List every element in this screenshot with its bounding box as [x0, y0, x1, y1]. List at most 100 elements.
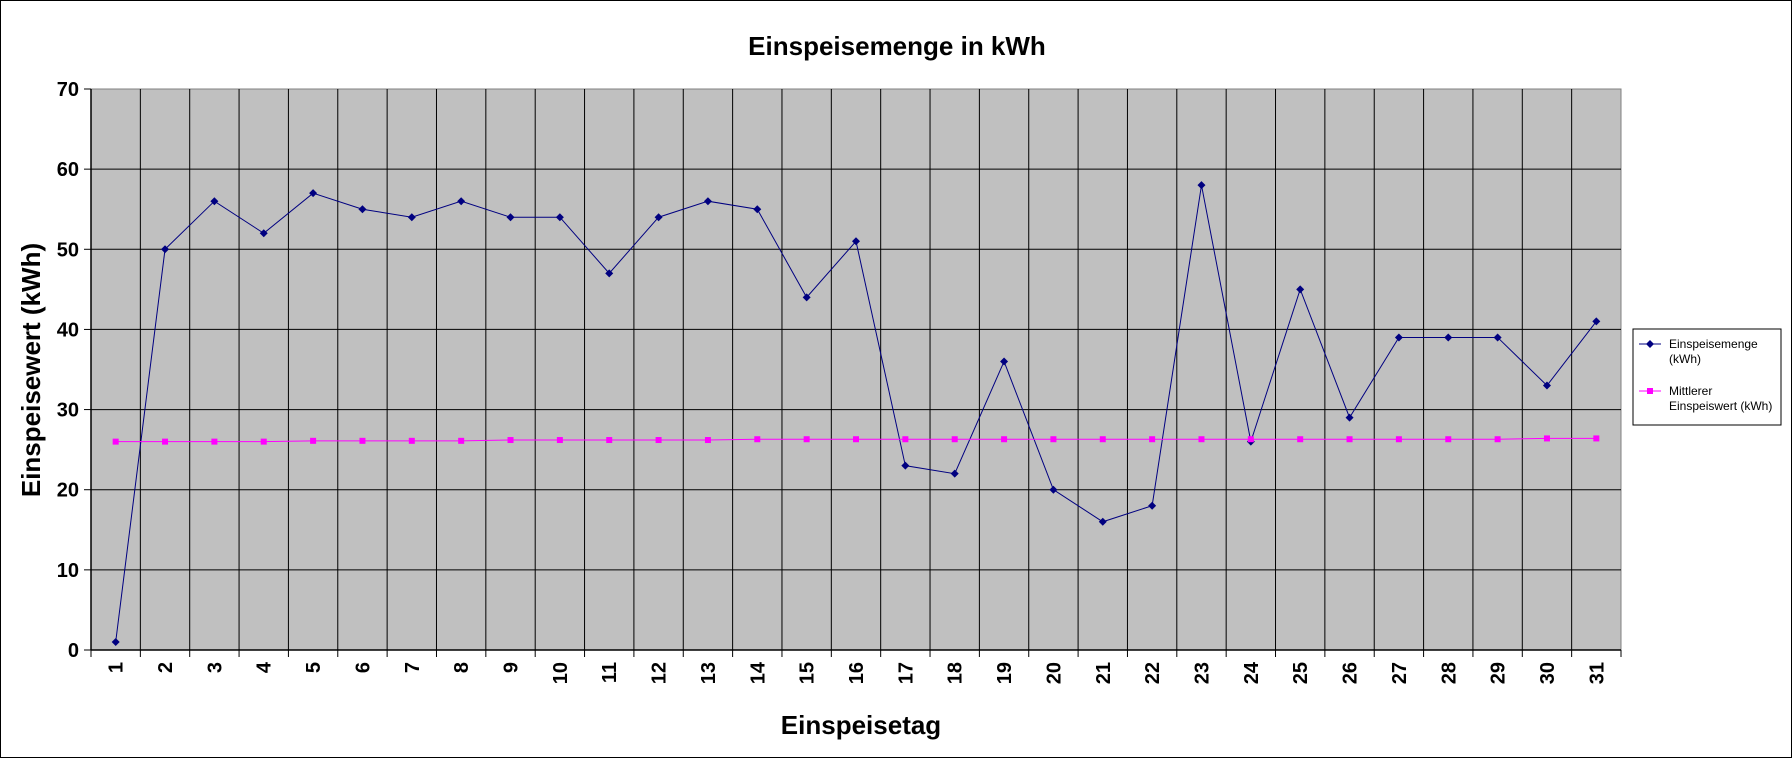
data-point	[1149, 436, 1156, 443]
x-tick-label: 5	[303, 662, 325, 673]
data-point	[1394, 333, 1403, 342]
data-point	[1198, 436, 1205, 443]
data-point	[162, 438, 169, 445]
data-point	[408, 437, 415, 444]
data-point	[556, 437, 563, 444]
x-tick-label: 15	[797, 662, 819, 684]
x-tick-label: 11	[599, 662, 621, 683]
legend-label-line: (kWh)	[1669, 352, 1701, 366]
data-point	[309, 189, 318, 198]
legend-label: Einspeisemenge (kWh)	[1669, 337, 1758, 366]
data-point	[210, 197, 219, 206]
series-1	[111, 181, 1601, 646]
data-point	[112, 438, 119, 445]
legend-marker	[1646, 340, 1654, 348]
data-point	[555, 213, 564, 222]
data-point	[111, 637, 120, 646]
data-point	[902, 436, 909, 443]
y-tick-label: 10	[57, 560, 79, 582]
x-tick-label: 31	[1586, 662, 1608, 684]
data-point	[703, 197, 712, 206]
legend-label-line: Einspeisemenge	[1669, 337, 1758, 351]
chart-title: Einspeisemenge in kWh	[748, 31, 1046, 61]
plot-area	[90, 88, 1622, 651]
x-tick-label: 8	[451, 662, 473, 673]
data-point	[310, 437, 317, 444]
data-point	[1345, 413, 1354, 422]
y-tick-label: 40	[57, 319, 79, 341]
data-point	[259, 229, 268, 238]
data-point	[1197, 181, 1206, 190]
data-point	[161, 245, 170, 254]
data-point	[803, 436, 810, 443]
x-tick-label: 1	[106, 662, 128, 673]
data-point	[358, 205, 367, 214]
x-tick-label: 2	[155, 662, 177, 673]
x-tick-label: 26	[1340, 662, 1362, 684]
x-tick-label: 27	[1389, 662, 1411, 684]
legend-box	[1632, 328, 1782, 426]
x-tick-label: 3	[204, 662, 226, 673]
data-point	[853, 436, 859, 443]
data-point	[457, 197, 466, 206]
data-point	[1493, 333, 1502, 342]
data-point	[605, 269, 614, 278]
grid-lines	[91, 89, 1621, 650]
data-point	[655, 437, 662, 444]
data-point	[951, 436, 958, 443]
data-point	[1542, 381, 1551, 390]
x-tick-label: 13	[698, 662, 720, 684]
data-point	[1296, 285, 1305, 294]
x-tick-label: 22	[1142, 662, 1164, 684]
x-tick-label: 12	[649, 662, 671, 684]
data-point	[1346, 436, 1353, 443]
data-point	[1444, 333, 1453, 342]
series-layer	[111, 181, 1601, 646]
x-tick-label: 28	[1438, 662, 1460, 684]
x-tick-label: 29	[1488, 662, 1510, 684]
data-point	[754, 436, 761, 443]
data-point	[1593, 435, 1600, 442]
x-tick-label: 24	[1241, 661, 1263, 684]
data-point	[802, 293, 811, 302]
data-point	[1099, 436, 1106, 443]
data-point	[901, 461, 910, 470]
data-point	[1000, 357, 1009, 366]
x-tick-label: 23	[1191, 662, 1213, 684]
data-point	[654, 213, 663, 222]
data-point	[753, 205, 762, 214]
x-tick-label: 7	[402, 662, 424, 673]
data-point	[1297, 436, 1304, 443]
data-point	[1098, 517, 1107, 526]
legend-label: Mittlerer Einspeiswert (kWh)	[1669, 384, 1772, 413]
x-tick-label: 17	[895, 662, 917, 684]
x-tick-label: 30	[1537, 662, 1559, 684]
y-tick-label: 0	[68, 640, 79, 662]
data-point	[458, 437, 465, 444]
y-axis-title: Einspeisewert (kWh)	[16, 243, 46, 497]
x-tick-label: 9	[501, 662, 523, 673]
data-point	[852, 237, 860, 246]
y-axis-ticks: 0 10 20 30 40 50 60 70	[57, 79, 79, 662]
y-tick-label: 70	[57, 79, 79, 101]
x-tick-label: 25	[1290, 662, 1312, 684]
legend-label-line: Einspeiswert (kWh)	[1669, 399, 1772, 413]
x-tick-label: 6	[352, 662, 374, 673]
y-tick-label: 60	[57, 159, 79, 181]
x-tick-label: 19	[994, 662, 1016, 684]
x-tick-label: 10	[550, 662, 572, 684]
y-tick-label: 20	[57, 480, 79, 502]
x-tick-label: 18	[945, 662, 967, 684]
legend-label-line: Mittlerer	[1669, 384, 1712, 398]
data-point	[506, 213, 515, 222]
data-point	[1592, 317, 1601, 326]
data-point	[1049, 485, 1058, 494]
y-tick-label: 50	[57, 239, 79, 261]
x-tick-label: 14	[747, 661, 769, 684]
data-point	[507, 437, 514, 444]
legend-marker	[1647, 388, 1653, 394]
x-tick-label: 21	[1093, 662, 1115, 684]
x-tick-label: 16	[846, 662, 868, 684]
data-point	[1148, 501, 1157, 510]
